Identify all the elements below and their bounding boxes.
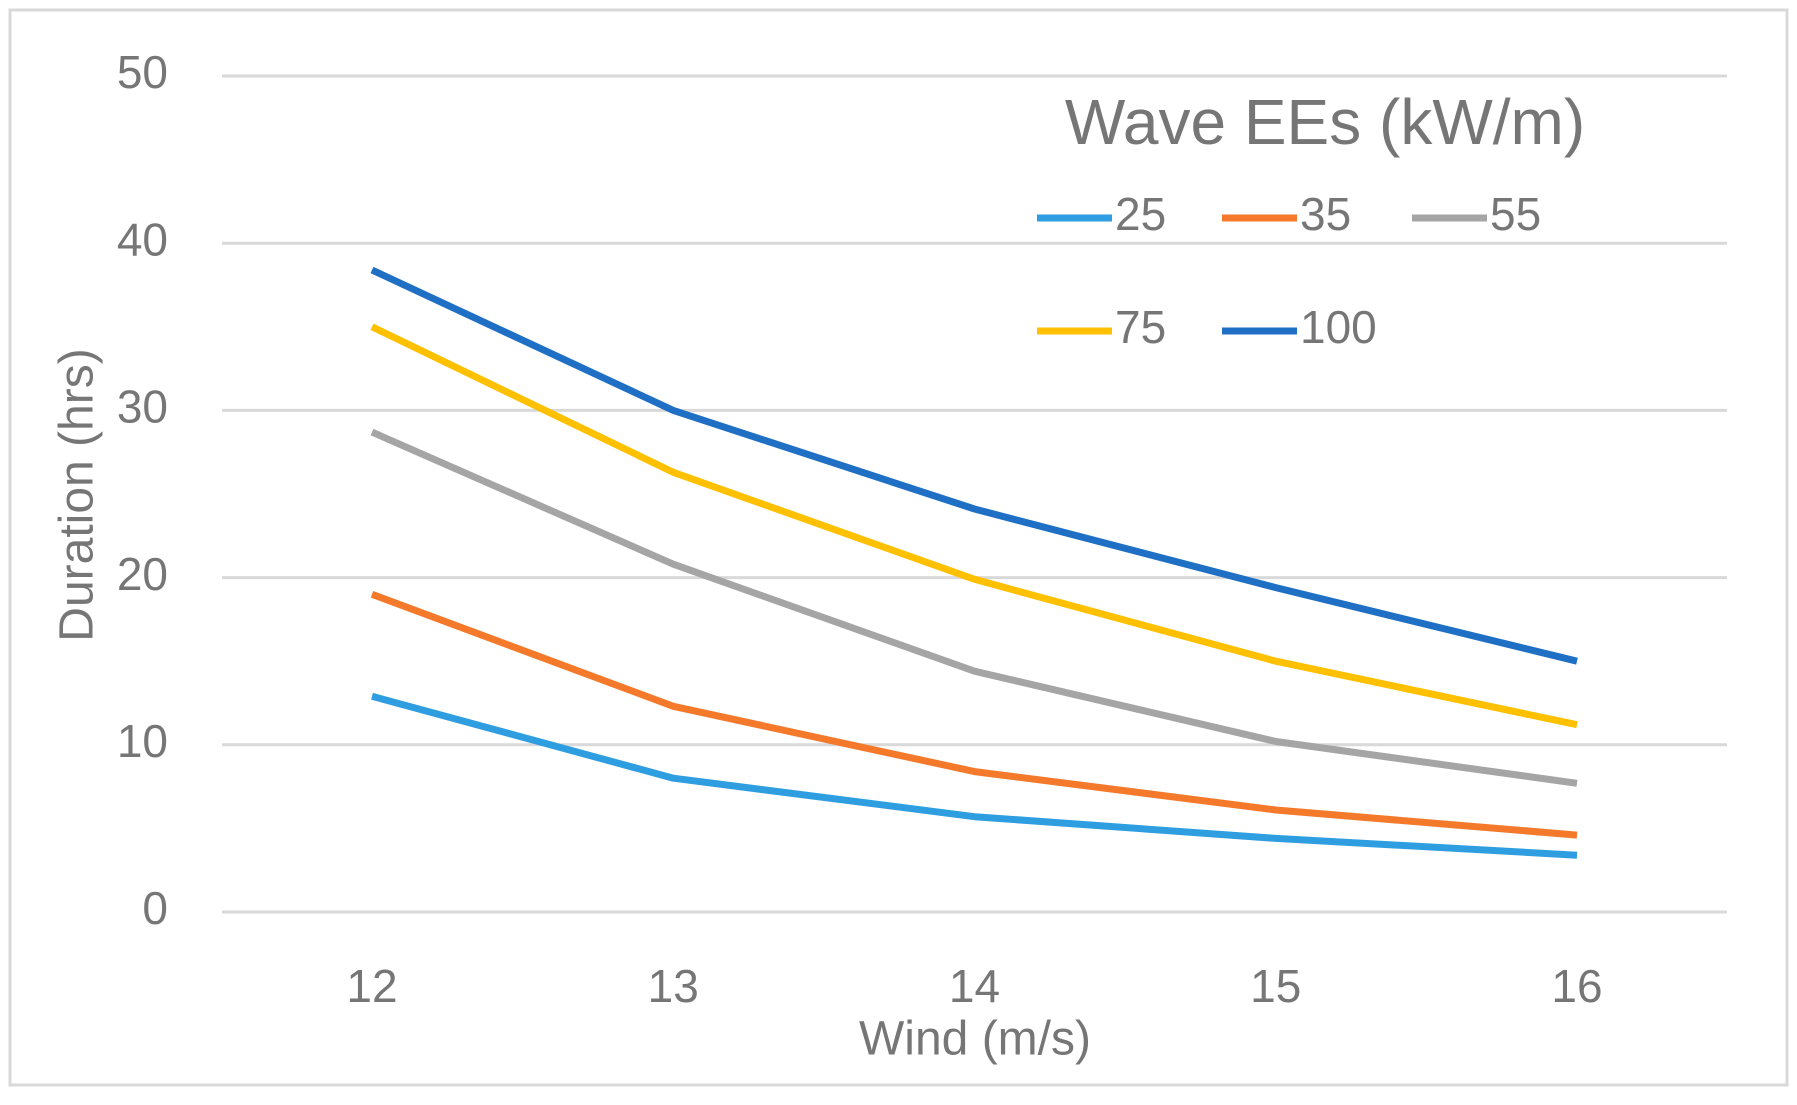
x-tick-16: 16 xyxy=(1551,960,1602,1012)
legend-item-75: 75 xyxy=(1037,301,1166,353)
x-tick-14: 14 xyxy=(949,960,1000,1012)
y-tick-0: 0 xyxy=(142,882,168,934)
series-line-35 xyxy=(370,591,1578,839)
x-tick-15: 15 xyxy=(1250,960,1301,1012)
x-tick-13: 13 xyxy=(648,960,699,1012)
legend-item-25: 25 xyxy=(1037,188,1166,240)
y-tick-10: 10 xyxy=(117,715,168,767)
x-tick-labels: 12 13 14 15 16 xyxy=(346,960,1602,1012)
legend-label-25: 25 xyxy=(1115,188,1166,240)
y-tick-20: 20 xyxy=(117,548,168,600)
series-line-25 xyxy=(371,692,1578,859)
x-axis-label: Wind (m/s) xyxy=(859,1013,1091,1066)
y-tick-40: 40 xyxy=(117,213,168,265)
series-lines xyxy=(370,266,1578,859)
legend-item-100: 100 xyxy=(1222,301,1377,353)
legend-item-35: 35 xyxy=(1222,188,1351,240)
y-tick-50: 50 xyxy=(117,46,168,98)
legend-label-55: 55 xyxy=(1490,188,1541,240)
legend-label-35: 35 xyxy=(1300,188,1351,240)
legend-item-55: 55 xyxy=(1412,188,1541,240)
series-line-55 xyxy=(370,428,1578,787)
legend-label-75: 75 xyxy=(1115,301,1166,353)
series-line-100 xyxy=(370,266,1578,665)
y-axis-label: Duration (hrs) xyxy=(51,348,104,641)
legend: Wave EEs (kW/m) 25 35 55 75 100 xyxy=(1037,86,1585,353)
chart-border xyxy=(8,8,1789,1087)
y-tick-30: 30 xyxy=(117,381,168,433)
legend-items: 25 35 55 75 100 xyxy=(1037,188,1541,353)
series-line-75 xyxy=(370,323,1578,729)
y-tick-labels: 0 10 20 30 40 50 xyxy=(117,46,168,934)
legend-title: Wave EEs (kW/m) xyxy=(1065,86,1585,158)
legend-label-100: 100 xyxy=(1300,301,1377,353)
x-tick-12: 12 xyxy=(346,960,397,1012)
